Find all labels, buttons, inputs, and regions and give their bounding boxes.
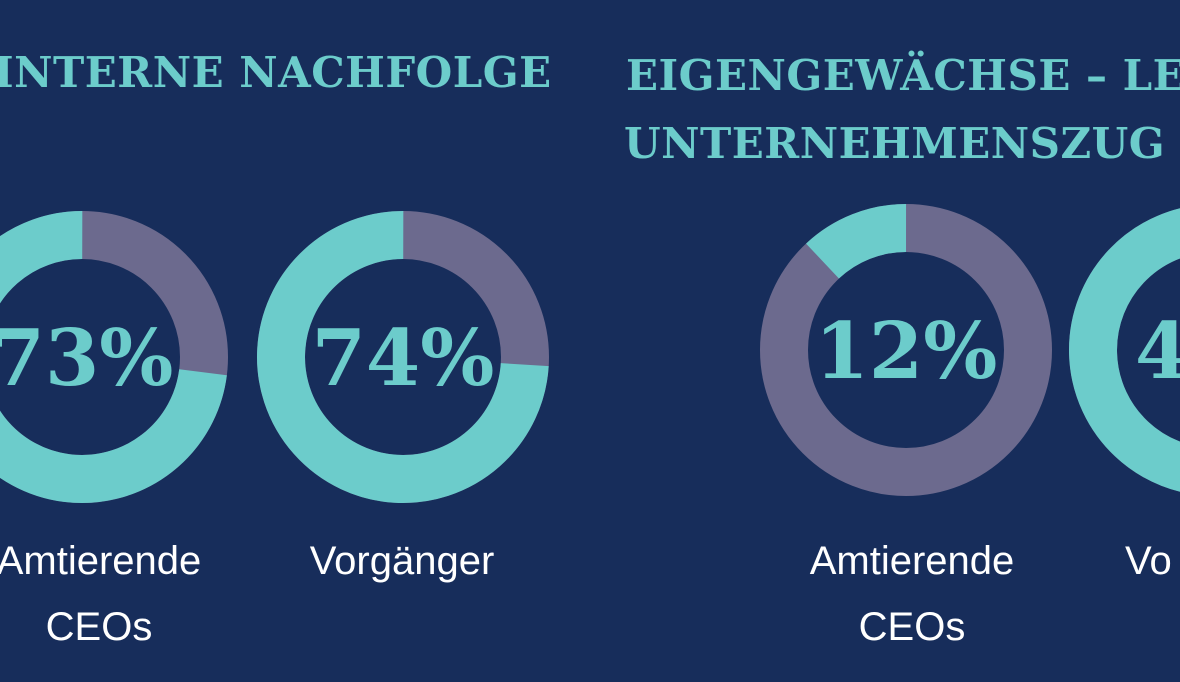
- caption-line: CEOs: [45, 605, 153, 649]
- caption-line: Amtierende: [0, 539, 202, 583]
- donut-value-label-74: 74%: [312, 313, 495, 404]
- donut-value-label-73: 73%: [0, 313, 173, 404]
- heading-eigengewaechse-line2: UNTERNEHMENSZUG: [624, 119, 1166, 168]
- donut-value-label-4: 4: [1135, 306, 1180, 397]
- donut-value-label-12: 12%: [815, 306, 998, 397]
- caption-line: Vorgänger: [309, 539, 495, 583]
- donut-caption-vorgaenger-left: Vorgänger: [242, 528, 562, 594]
- donut-caption-amtierende-ceos-left: Amtierende CEOs: [0, 528, 259, 660]
- heading-eigengewaechse-line1: EIGENGEWÄCHSE – LE: [626, 51, 1180, 100]
- donut-caption-vorgaenger-right: Vo: [1125, 528, 1180, 594]
- caption-line: CEOs: [858, 605, 966, 649]
- donut-slice-amtierende-ceos-left: [0, 211, 228, 503]
- donut-slice-vorgaenger-left: [257, 211, 549, 503]
- donut-slice-vorgaenger-right: [1069, 204, 1180, 496]
- caption-line: Amtierende: [809, 539, 1015, 583]
- caption-line: Vo: [1125, 539, 1172, 583]
- donut-caption-amtierende-ceos-right: Amtierende CEOs: [752, 528, 1072, 660]
- heading-interne-nachfolge: INTERNE NACHFOLGE: [0, 48, 552, 97]
